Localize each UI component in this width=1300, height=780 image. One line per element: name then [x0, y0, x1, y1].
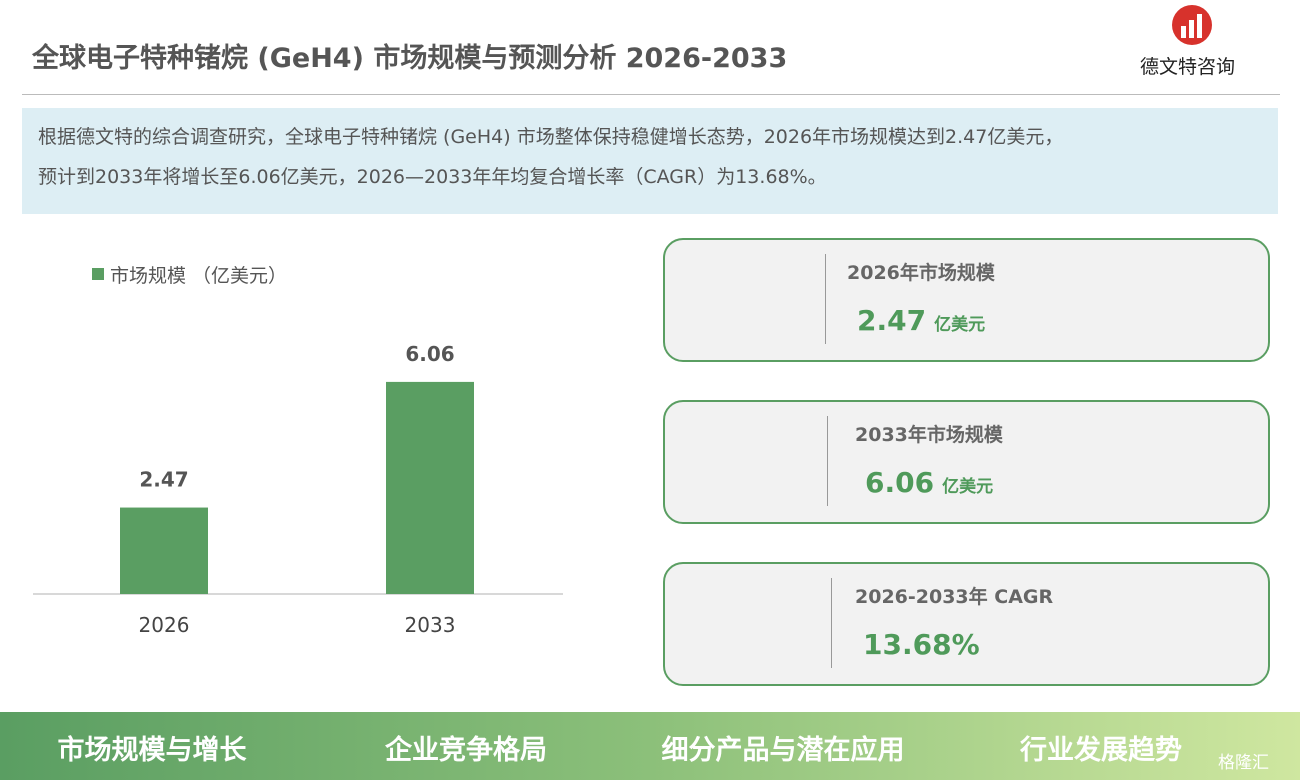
chart: 市场规模 （亿美元） 2.47 6.06 2026 2033 — [33, 265, 563, 637]
stat-card: 2033年市场规模 6.06 亿美元 — [663, 400, 1270, 524]
bar — [386, 381, 474, 594]
nav-item[interactable]: 市场规模与增长 — [57, 735, 247, 766]
summary-line: 根据德文特的综合调查研究，全球电子特种锗烷 (GeH4) 市场整体保持稳健增长态… — [38, 126, 1064, 148]
nav-item[interactable]: 企业竞争格局 — [385, 735, 547, 766]
card-unit: 亿美元 — [934, 315, 986, 335]
bar — [120, 507, 208, 594]
summary-box: 根据德文特的综合调查研究，全球电子特种锗烷 (GeH4) 市场整体保持稳健增长态… — [22, 108, 1278, 214]
summary-line: 预计到2033年将增长至6.06亿美元，2026—2033年年均复合增长率（CA… — [38, 166, 827, 188]
stat-card: 2026-2033年 CAGR 13.68% — [663, 562, 1270, 686]
divider — [22, 94, 1280, 95]
legend-swatch — [92, 268, 104, 280]
nav-item[interactable]: 细分产品与潜在应用 — [661, 735, 905, 766]
nav-bar — [0, 712, 1300, 780]
card-label: 2033年市场规模 — [855, 424, 1003, 446]
card-label: 2026年市场规模 — [847, 262, 995, 284]
card-value: 2.47 — [857, 304, 927, 337]
nav-item[interactable]: 行业发展趋势 — [1020, 735, 1182, 766]
card-value-row: 6.06 亿美元 — [865, 466, 993, 499]
page-title: 全球电子特种锗烷 (GeH4) 市场规模与预测分析 2026-2033 — [32, 43, 788, 74]
card-value: 6.06 — [865, 466, 935, 499]
x-tick-label: 2026 — [139, 613, 190, 637]
data-label: 2.47 — [139, 468, 188, 492]
card-unit: 亿美元 — [942, 477, 994, 497]
watermark: 格隆汇 — [1218, 753, 1269, 773]
logo — [1172, 5, 1212, 45]
card-value: 13.68% — [863, 628, 980, 661]
data-label: 6.06 — [405, 342, 454, 366]
card-value-row: 2.47 亿美元 — [857, 304, 985, 337]
card-label: 2026-2033年 CAGR — [855, 586, 1054, 608]
brand: 德文特咨询 — [1140, 56, 1236, 78]
legend-label: 市场规模 （亿美元） — [110, 265, 287, 287]
x-tick-label: 2033 — [405, 613, 456, 637]
stat-card: 2026年市场规模 2.47 亿美元 — [663, 238, 1270, 362]
